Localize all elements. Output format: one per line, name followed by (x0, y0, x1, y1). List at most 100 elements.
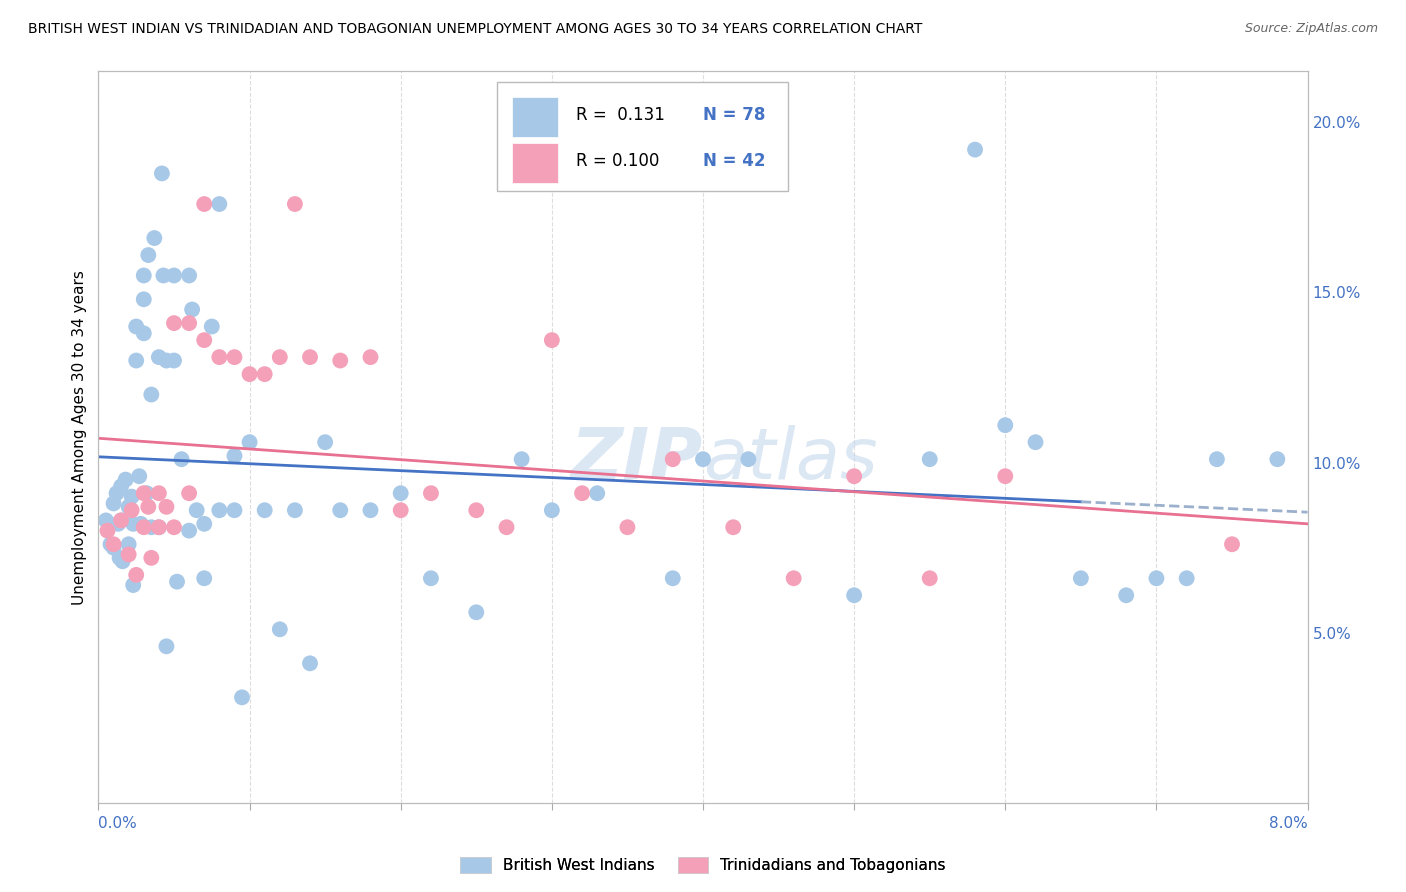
Point (299, 350, 322, 364)
Point (163, 268, 186, 283)
Point (155, 353, 177, 368)
Point (1025, 435, 1047, 450)
Point (105, 486, 128, 500)
Point (143, 231, 166, 245)
Point (100, 537, 122, 551)
Point (239, 435, 262, 450)
Text: Source: ZipAtlas.com: Source: ZipAtlas.com (1244, 22, 1378, 36)
Point (132, 486, 155, 500)
Point (360, 503, 382, 517)
Point (844, 469, 866, 483)
Point (284, 503, 307, 517)
Point (132, 293, 155, 307)
Point (163, 353, 186, 368)
Point (662, 452, 685, 467)
Point (571, 486, 593, 500)
Point (193, 571, 215, 585)
Text: N = 78: N = 78 (703, 106, 765, 124)
Text: BRITISH WEST INDIAN VS TRINIDADIAN AND TOBAGONIAN UNEMPLOYMENT AMONG AGES 30 TO : BRITISH WEST INDIAN VS TRINIDADIAN AND T… (28, 22, 922, 37)
Point (662, 571, 685, 585)
Point (193, 333, 215, 347)
Point (150, 166, 173, 180)
Point (965, 143, 987, 157)
Point (224, 503, 246, 517)
Point (110, 479, 132, 493)
Point (135, 486, 157, 500)
Y-axis label: Unemployment Among Ages 30 to 34 years: Unemployment Among Ages 30 to 34 years (72, 269, 87, 605)
Point (111, 554, 134, 568)
Point (110, 513, 132, 527)
Point (128, 469, 150, 483)
FancyBboxPatch shape (512, 97, 558, 137)
Point (389, 503, 412, 517)
Point (179, 486, 201, 500)
Point (465, 605, 488, 619)
Point (122, 516, 145, 531)
Point (125, 319, 148, 334)
Text: 0.0%: 0.0% (98, 816, 138, 831)
Point (179, 316, 201, 330)
Point (389, 486, 412, 500)
Point (495, 520, 517, 534)
Point (141, 520, 163, 534)
Legend: British West Indians, Trinidadians and Tobagonians: British West Indians, Trinidadians and T… (454, 851, 952, 880)
Point (1146, 571, 1168, 585)
Point (783, 571, 806, 585)
Point (96, 524, 118, 538)
FancyBboxPatch shape (498, 82, 787, 191)
Point (1070, 571, 1092, 585)
Point (420, 571, 443, 585)
Point (193, 197, 215, 211)
Text: R =  0.131: R = 0.131 (576, 106, 665, 124)
Text: N = 42: N = 42 (703, 153, 765, 170)
Text: R = 0.100: R = 0.100 (576, 153, 659, 170)
Point (269, 350, 291, 364)
Point (118, 537, 141, 551)
Point (737, 452, 759, 467)
Point (141, 387, 163, 401)
Point (129, 516, 152, 531)
Point (253, 367, 276, 381)
Point (148, 486, 170, 500)
Point (723, 520, 745, 534)
Point (239, 367, 262, 381)
Point (141, 550, 163, 565)
Point (918, 452, 941, 467)
Point (118, 500, 141, 514)
Point (103, 496, 125, 510)
Point (152, 268, 174, 283)
Point (148, 520, 170, 534)
Point (269, 622, 291, 636)
Point (132, 520, 155, 534)
Point (541, 333, 564, 347)
Point (420, 486, 443, 500)
Point (299, 657, 322, 671)
Point (1267, 452, 1289, 467)
Point (114, 473, 136, 487)
Point (179, 268, 201, 283)
Point (110, 513, 132, 527)
Point (994, 469, 1017, 483)
Point (148, 350, 170, 364)
Point (103, 537, 125, 551)
Point (201, 319, 224, 334)
Point (329, 353, 352, 368)
Text: 8.0%: 8.0% (1268, 816, 1308, 831)
Point (163, 316, 186, 330)
Point (118, 548, 141, 562)
Point (122, 578, 145, 592)
Point (360, 350, 382, 364)
Point (541, 503, 564, 517)
Point (208, 197, 231, 211)
Point (329, 503, 352, 517)
Point (465, 503, 488, 517)
Point (510, 452, 533, 467)
Point (121, 503, 143, 517)
Point (231, 690, 253, 705)
Text: atlas: atlas (703, 425, 877, 493)
Point (121, 490, 143, 504)
Point (314, 435, 336, 450)
Point (181, 302, 204, 317)
Point (103, 541, 125, 555)
Point (1220, 537, 1243, 551)
